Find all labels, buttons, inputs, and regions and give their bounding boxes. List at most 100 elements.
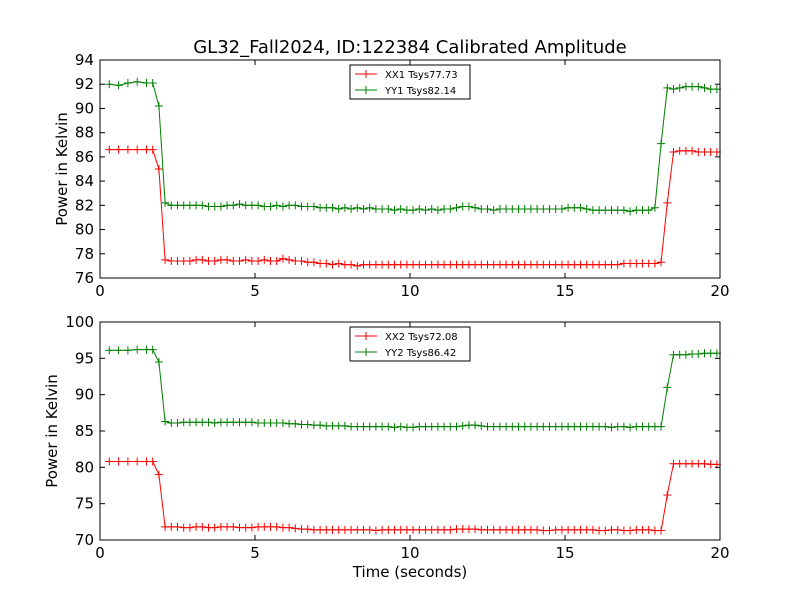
bottom-series-2-marker	[471, 421, 480, 430]
bottom-series-2-marker	[123, 346, 132, 355]
top-series-2-marker	[576, 203, 585, 212]
bottom-series-2-marker	[452, 422, 461, 431]
bottom-series-1-marker	[371, 526, 380, 535]
bottom-series-2-marker	[384, 422, 393, 431]
bottom-series-2-marker	[409, 423, 418, 432]
bottom-series-2-marker	[340, 421, 349, 430]
bottom-series-1-marker	[173, 522, 182, 531]
bottom-series-2-marker	[390, 423, 399, 432]
bottom-series-1-marker	[446, 525, 455, 534]
bottom-x-tick-label: 5	[250, 544, 260, 562]
bottom-series-1-marker	[229, 522, 238, 531]
bottom-series-1-marker	[105, 457, 114, 466]
bottom-series-2-marker	[607, 423, 616, 432]
top-x-tick-label: 10	[400, 282, 419, 300]
bottom-series-2-marker	[601, 422, 610, 431]
top-series-2-marker	[433, 206, 442, 215]
bottom-x-tick-label: 0	[95, 544, 105, 562]
bottom-series-2-marker	[114, 346, 123, 355]
top-series-1-marker	[148, 145, 157, 154]
bottom-series-1-marker	[626, 526, 635, 535]
top-series-1-marker	[613, 260, 622, 269]
bottom-y-tick-label: 80	[75, 458, 94, 476]
bottom-series-2-marker	[657, 422, 666, 431]
top-legend-marker	[362, 86, 370, 94]
bottom-series-1-marker	[365, 525, 374, 534]
bottom-legend-label: YY2 Tsys86.42	[384, 348, 456, 359]
bottom-series-1-marker	[291, 524, 300, 533]
subplot-top: 0 5 10 15 20 76 78 80 82 84 86 88 90 92 94 Power in Kel…	[53, 51, 730, 300]
top-series-2-marker	[446, 204, 455, 213]
bottom-series-1-marker	[285, 523, 294, 532]
top-y-tick-label: 80	[75, 221, 94, 239]
top-series-2-marker	[359, 204, 368, 213]
top-series-2-marker	[278, 202, 287, 211]
top-series-1-marker	[669, 148, 678, 157]
top-series-1-marker	[309, 258, 318, 267]
bottom-legend-label: XX2 Tsys72.08	[385, 332, 458, 343]
bottom-series-1-marker	[123, 457, 132, 466]
bottom-series-2-marker	[619, 422, 628, 431]
bottom-series-1-marker	[133, 457, 142, 466]
top-series-2-marker	[266, 202, 275, 211]
top-y-tick-label: 84	[75, 172, 94, 190]
top-series-1-marker	[285, 255, 294, 264]
top-series-1-marker	[241, 255, 250, 264]
subplot-bottom: 0 5 10 15 20 70 75 80 85 90 95 100 Power in Kelvin Ti…	[43, 313, 730, 581]
bottom-series-1-marker	[247, 523, 256, 532]
bottom-series-2-marker	[247, 418, 256, 427]
top-series-1-marker	[328, 260, 337, 269]
top-series-1-marker	[272, 257, 281, 266]
bottom-series-1-marker	[533, 525, 542, 534]
bottom-x-tick-label: 20	[710, 544, 729, 562]
bottom-series-1-marker	[601, 526, 610, 535]
bottom-series-1-marker	[210, 523, 219, 532]
top-series-1-marker	[657, 258, 666, 267]
top-series-2-marker	[235, 200, 244, 209]
bottom-y-tick-label: 90	[75, 386, 94, 404]
bottom-series-1-marker	[185, 523, 194, 532]
top-series-2-marker	[105, 80, 114, 89]
bottom-legend	[349, 326, 471, 362]
top-y-tick-label: 76	[75, 269, 94, 287]
top-series-2-marker	[353, 203, 362, 212]
top-series-2-marker	[657, 139, 666, 148]
top-series-2-marker	[582, 204, 591, 213]
top-series-1-marker	[161, 255, 170, 264]
top-series-1-marker	[663, 198, 672, 207]
top-series-2-marker	[483, 204, 492, 213]
bottom-legend-marker	[362, 332, 370, 340]
top-series-2-marker	[216, 202, 225, 211]
bottom-y-tick-label: 85	[75, 422, 94, 440]
top-series-1-marker	[353, 261, 362, 270]
top-series-2-marker	[663, 83, 672, 92]
top-series-2-marker	[694, 82, 703, 91]
top-x-tick-label: 5	[250, 282, 260, 300]
top-series-2-marker	[644, 206, 653, 215]
bottom-series-1-marker	[148, 457, 157, 466]
top-series-2-marker	[123, 79, 132, 88]
top-series-2-marker	[309, 202, 318, 211]
top-series-2-marker	[334, 204, 343, 213]
top-series-1-marker	[185, 257, 194, 266]
top-series-1-marker	[235, 257, 244, 266]
top-series-1-marker	[210, 257, 219, 266]
bottom-series-1-marker	[545, 526, 554, 535]
top-series-1-marker	[278, 254, 287, 263]
bottom-y-tick-label: 70	[75, 531, 94, 549]
bottom-series-2-marker	[396, 422, 405, 431]
top-y-tick-label: 78	[75, 245, 94, 263]
bottom-series-1-marker	[588, 525, 597, 534]
bottom-series-1-marker	[657, 526, 666, 535]
top-series-1-marker	[123, 145, 132, 154]
bottom-series-2-marker	[210, 419, 219, 428]
top-y-tick-label: 86	[75, 148, 94, 166]
bottom-y-tick-label: 95	[75, 349, 94, 367]
top-series-2-marker	[626, 207, 635, 216]
top-series-2-marker	[365, 203, 374, 212]
top-y-axis-label: Power in Kelvin	[53, 112, 71, 226]
bottom-series-1-marker	[613, 525, 622, 534]
bottom-series-2-marker	[148, 345, 157, 354]
bottom-series-1-marker	[663, 490, 672, 499]
